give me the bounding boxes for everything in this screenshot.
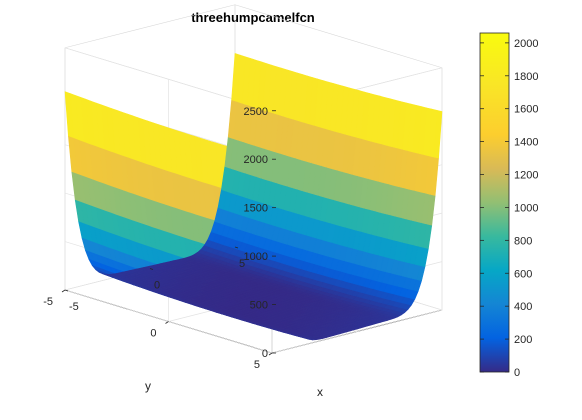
y-tick-mark — [268, 352, 273, 356]
colorbar-tick-label: 2000 — [514, 38, 538, 50]
y-axis-label: y — [145, 379, 151, 393]
x-tick-mark — [64, 289, 69, 292]
colorbar-tick-label: 200 — [514, 334, 532, 346]
colorbar-tick-label: 1200 — [514, 170, 538, 182]
z-tick-label: 2500 — [244, 106, 268, 118]
z-tick-label: 500 — [250, 300, 268, 312]
x-tick-mark — [149, 268, 154, 270]
y-tick-label: -5 — [43, 296, 53, 308]
y-tick-mark — [61, 289, 66, 293]
colorbar-tick-label: 1000 — [514, 202, 538, 214]
y-tick-label: 0 — [150, 328, 156, 340]
x-tick-label: 5 — [239, 258, 245, 270]
colorbar-tick-label: 400 — [514, 301, 532, 313]
x-tick-label: -5 — [69, 301, 79, 313]
surface-plot — [64, 53, 443, 341]
y-tick-mark — [165, 321, 169, 324]
axis-edge — [64, 4, 236, 49]
chart-title: threehumpcamelfcn — [191, 10, 315, 25]
z-tick-label: 1000 — [244, 251, 268, 263]
x-tick-mark — [234, 246, 239, 249]
colorbar-tick-label: 1800 — [514, 71, 538, 83]
x-axis-label: x — [317, 385, 323, 399]
colorbar-tick-label: 800 — [514, 235, 532, 247]
surface-patch — [231, 53, 241, 102]
z-tick-label: 0 — [262, 348, 268, 360]
colorbar-gradient — [479, 32, 510, 373]
colorbar-tick-label: 1600 — [514, 104, 538, 116]
colorbar-ticks: 0 200 400 600 800 1000 1200 1400 1600 1800 2000 — [480, 38, 538, 379]
colorbar-tick-label: 0 — [514, 367, 520, 379]
y-tick-label: 5 — [254, 359, 260, 371]
axis-edge — [234, 4, 443, 69]
colorbar-tick-label: 1400 — [514, 137, 538, 149]
x-tick-label: 0 — [154, 280, 160, 292]
z-tick-label: 1500 — [244, 203, 268, 215]
z-tick-label: 2000 — [244, 154, 268, 166]
colorbar-tick-label: 600 — [514, 268, 532, 280]
colorbar: 0 200 400 600 800 1000 1200 1400 1600 1800 2000 — [479, 32, 538, 379]
